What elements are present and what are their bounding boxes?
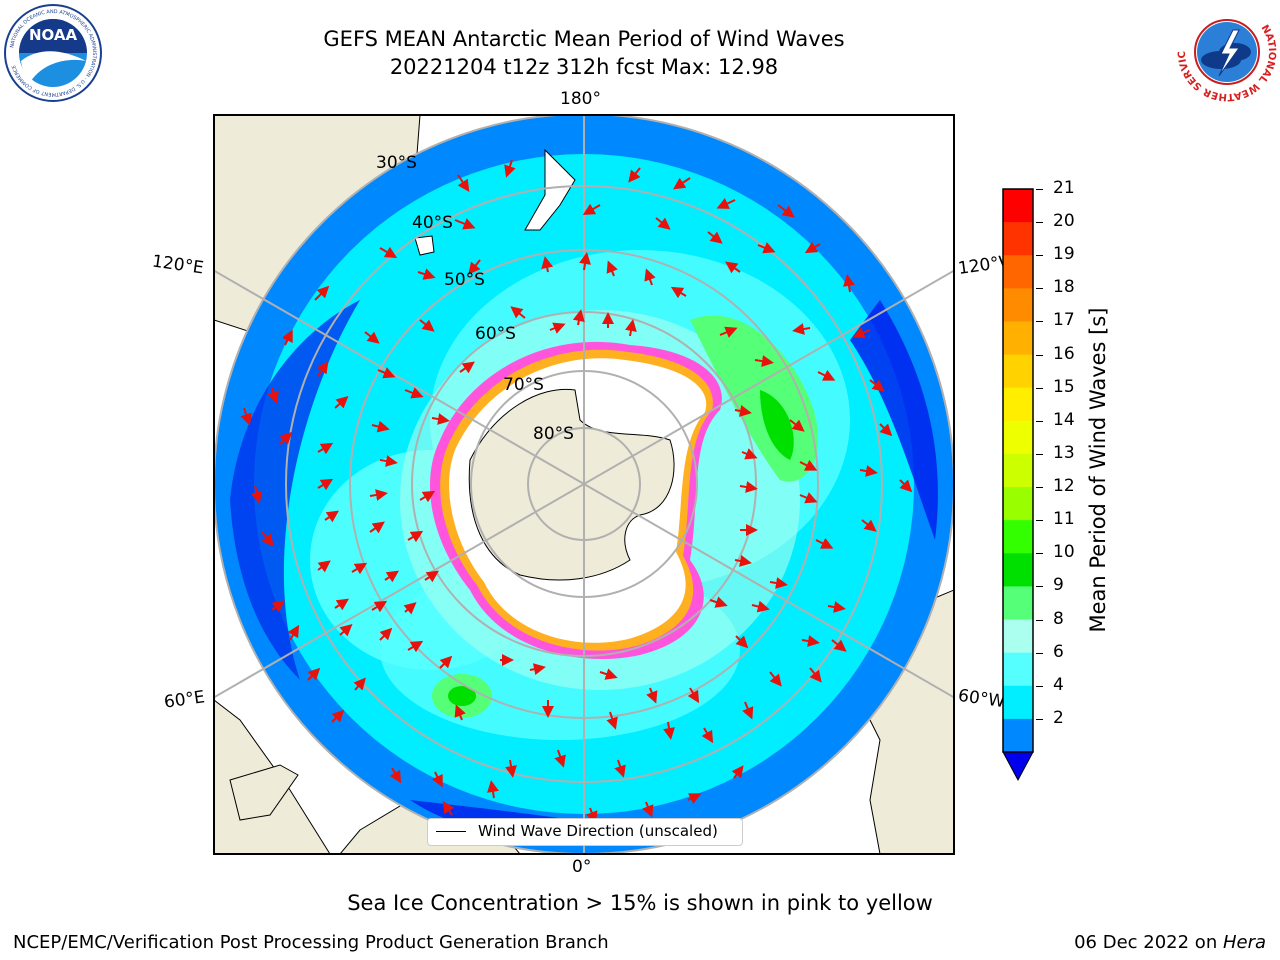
colorbar-tick-label: 8 [1053,608,1064,629]
colorbar-tick-mark [1036,520,1043,522]
colorbar-block [1003,354,1033,389]
colorbar-block [1003,685,1033,720]
colorbar-block [1003,387,1033,422]
colorbar-tick-mark [1036,189,1043,190]
colorbar-block [1003,619,1033,654]
footer-date: 06 Dec 2022 on Hera [1074,932,1266,953]
colorbar-block [1003,222,1033,256]
nws-logo: NATIONAL WEATHER SERVICE [1177,2,1277,102]
colorbar-tick-mark [1036,420,1043,422]
colorbar-tick-label: 15 [1053,376,1075,397]
colorbar-block [1003,288,1033,322]
colorbar-label: Mean Period of Wind Waves [s] [1086,307,1110,633]
footer-machine: Hera [1222,932,1266,953]
legend-label: Wind Wave Direction (unscaled) [478,822,718,840]
colorbar-tick-mark [1036,387,1043,389]
colorbar-tick-mark [1036,553,1043,555]
colorbar-tick-mark [1036,487,1043,489]
colorbar-tick-label: 4 [1053,674,1064,695]
colorbar-block [1003,321,1033,356]
colorbar-tick-mark [1036,255,1043,257]
colorbar-block [1003,586,1033,621]
tasmania-land [414,235,435,256]
colorbar-tick-label: 6 [1053,641,1064,662]
colorbar-tick-mark [1036,354,1043,356]
lat-label-80s: 80°S [533,424,574,444]
lat-label-70s: 70°S [503,375,544,395]
colorbar-tick-mark [1036,453,1043,455]
colorbar-tick-label: 11 [1053,509,1075,530]
colorbar-tick-label: 21 [1053,178,1075,198]
lat-label-60s: 60°S [475,324,516,344]
colorbar-tick-label: 20 [1053,211,1075,232]
new-zealand-land [524,148,576,231]
colorbar-tick-mark [1036,321,1043,323]
noaa-logo: NOAA NATIONAL OCEANIC AND ATMOSPHERIC AD… [4,4,102,102]
colorbar-block [1003,553,1033,587]
footer-credit: NCEP/EMC/Verification Post Processing Pr… [13,932,609,953]
antarctica-land [468,388,675,581]
colorbar-block [1003,487,1033,521]
colorbar [1002,188,1034,782]
colorbar-tick-mark [1036,288,1043,290]
colorbar-tick-mark [1036,685,1043,687]
sea-ice-note: Sea Ice Concentration > 15% is shown in … [347,891,933,915]
colorbar-block [1003,453,1033,488]
colorbar-tick-mark [1036,222,1043,224]
wind-wave-arrows [240,159,913,824]
colorbar-tick-mark [1036,619,1043,621]
lon-label-180: 180° [560,89,601,109]
colorbar-tick-label: 17 [1053,310,1075,331]
legend-line-swatch [436,831,466,832]
colorbar-block [1003,420,1033,455]
colorbar-tick-label: 10 [1053,542,1075,563]
colorbar-tick-label: 19 [1053,244,1075,265]
colorbar-block [1003,652,1033,687]
colorbar-extend-triangle [1002,751,1034,782]
colorbar-tick-label: 9 [1053,575,1064,596]
colorbar-tick-mark [1036,718,1043,720]
lon-label-0: 0° [572,857,592,877]
colorbar-block [1003,189,1033,223]
colorbar-tick-label: 13 [1053,442,1075,463]
madagascar-land [229,764,299,821]
colorbar-tick-label: 12 [1053,476,1075,497]
colorbar-block [1003,718,1033,753]
colorbar-tick-label: 14 [1053,409,1075,430]
map-frame [213,114,955,855]
colorbar-tick-label: 2 [1053,707,1064,728]
lat-label-30s: 30°S [376,153,417,173]
map-legend: Wind Wave Direction (unscaled) [427,818,743,846]
colorbar-tick-label: 16 [1053,343,1075,364]
colorbar-tick-mark [1036,586,1043,588]
footer-date-text: 06 Dec 2022 on [1074,932,1223,953]
colorbar-tick-label: 18 [1053,277,1075,298]
map-title-line1: GEFS MEAN Antarctic Mean Period of Wind … [323,27,845,51]
colorbar-block [1003,255,1033,289]
colorbar-block [1003,520,1033,554]
colorbar-tick-mark [1036,652,1043,654]
lat-label-40s: 40°S [412,213,453,233]
lat-label-50s: 50°S [444,270,485,290]
map-title-line2: 20221204 t12z 312h fcst Max: 12.98 [389,55,779,79]
noaa-logo-text: NOAA [29,26,78,44]
